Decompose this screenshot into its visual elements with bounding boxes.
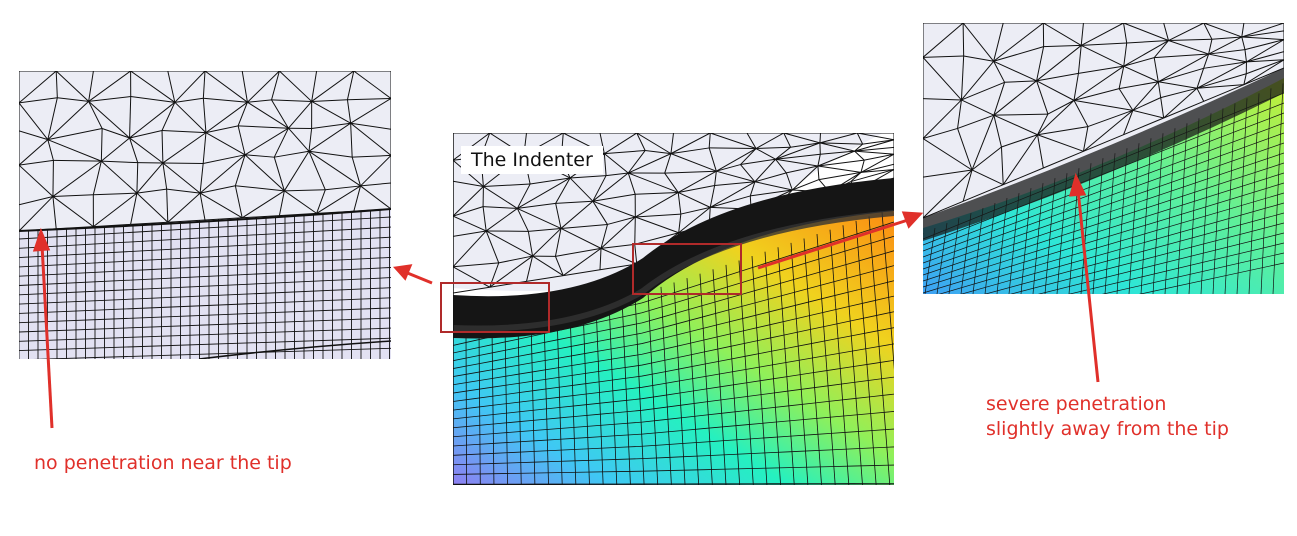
severe-penetration-caption-line2: slightly away from the tip [986,418,1229,440]
left-pointer-arrowhead [393,264,413,281]
right-zoom-mesh [923,23,1284,294]
right-zoom-panel [923,23,1284,294]
no-penetration-caption: no penetration near the tip [34,452,292,474]
right-pointer-arrow [757,218,909,270]
right-pointer-arrowhead [901,211,924,229]
left-zoom-mesh [19,71,391,359]
center-overview-mesh [453,133,894,485]
center-overview-panel [453,133,894,485]
severe-penetration-caption-line1: severe penetration [986,393,1167,415]
left-pointer-arrow [404,270,433,285]
indenter-label: The Indenter [461,146,603,174]
penetration-callout-arrowhead [1068,172,1087,197]
severe-penetration-caption: severe penetration slightly away from th… [986,392,1229,442]
right-highlight-box [632,243,742,295]
left-zoom-panel [19,71,391,359]
tip-callout-arrow [40,244,54,429]
tip-callout-arrowhead [32,227,51,252]
penetration-callout-arrow [1076,189,1100,383]
left-highlight-box [440,282,550,333]
